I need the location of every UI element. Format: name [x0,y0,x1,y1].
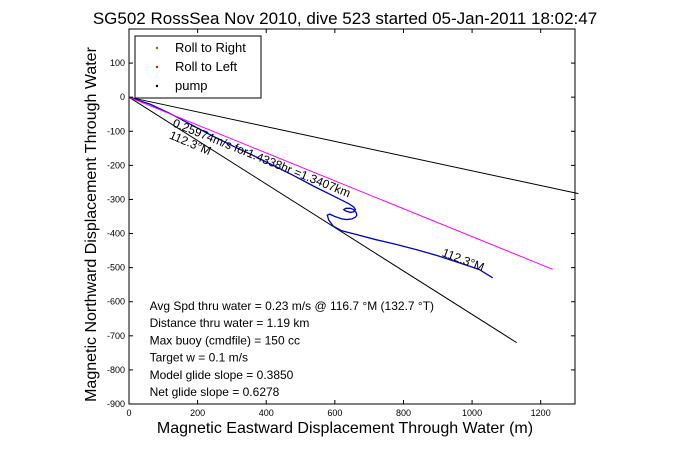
x-tick-label: 1200 [531,408,551,418]
reference-lines [128,96,579,344]
y-tick-label: -800 [107,365,125,375]
series-line-1 [128,96,494,279]
y-tick-label: 100 [110,58,125,68]
x-axis: 0 200 400 600 800 1000 1200 [126,29,551,418]
x-tick-label: 400 [259,408,274,418]
stats-line-6: Net glide slope = 0.6278 [150,385,280,399]
legend: Roll to Right Roll to Left pump [134,35,262,99]
legend-marker [155,46,159,50]
y-axis-label: Magnetic Northward Displacement Through … [83,46,100,401]
y-tick-label: -100 [107,126,125,136]
y-axis: 100 0 -100 -200 -300 -400 -500 -600 -700 -800 -900 [107,58,575,409]
legend-label: pump [175,78,208,93]
legend-marker [155,84,159,88]
data-series [128,96,553,279]
series-line-2 [128,96,553,270]
stats-line-3: Max buoy (cmdfile) = 150 cc [150,333,300,347]
y-tick-label: -400 [107,229,125,239]
y-tick-label: -300 [107,194,125,204]
y-tick-label: 0 [120,92,125,102]
stats-line-4: Target w = 0.1 m/s [150,351,248,365]
stats-text-block: Avg Spd thru water = 0.23 m/s @ 116.7 °M… [150,299,434,399]
y-tick-label: -700 [107,331,125,341]
x-tick-label: 600 [327,408,342,418]
y-tick-label: -200 [107,160,125,170]
x-tick-label: 0 [126,408,131,418]
stats-line-2: Distance thru water = 1.19 km [150,316,310,330]
x-tick-label: 1000 [462,408,482,418]
reference-line-1 [128,96,579,195]
x-tick-label: 800 [396,408,411,418]
reference-line-2 [128,96,517,344]
legend-label: Roll to Left [175,59,238,74]
chart-title: SG502 RossSea Nov 2010, dive 523 started… [93,9,597,28]
y-tick-label: -500 [107,263,125,273]
y-tick-label: -600 [107,297,125,307]
x-axis-label: Magnetic Eastward Displacement Through W… [157,420,533,437]
stats-line-5: Model glide slope = 0.3850 [150,368,294,382]
x-tick-label: 200 [190,408,205,418]
stats-line-1: Avg Spd thru water = 0.23 m/s @ 116.7 °M… [150,299,434,313]
legend-marker [155,65,159,69]
legend-label: Roll to Right [175,40,246,55]
y-tick-label: -900 [107,399,125,409]
